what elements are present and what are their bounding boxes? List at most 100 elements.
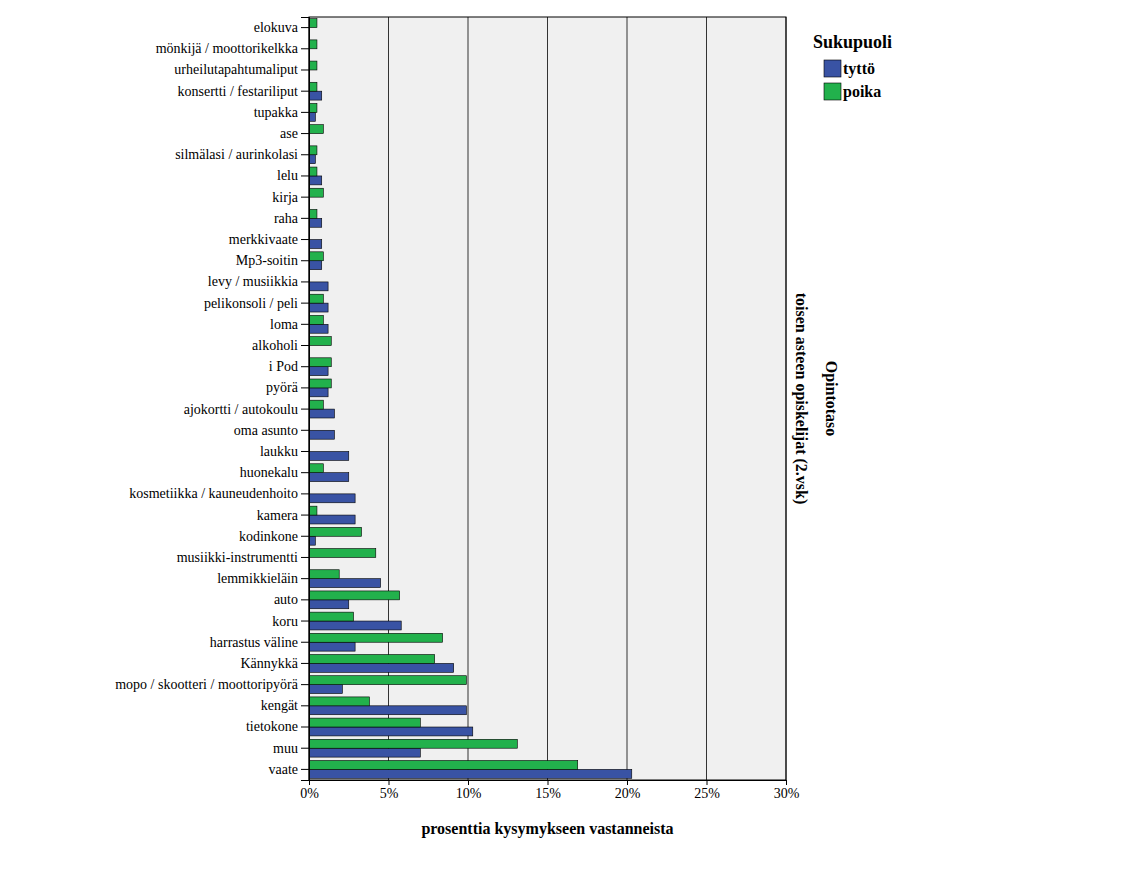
tick: alkoholi (252, 338, 309, 353)
bar (309, 494, 355, 503)
tick-label: silmälasi / aurinkolasi (175, 147, 298, 162)
tick: lelu (277, 168, 309, 183)
bar (309, 642, 355, 651)
tick: huonekalu (240, 465, 309, 480)
tick-label: 15% (535, 786, 561, 801)
tick-mark (301, 642, 309, 643)
bar (309, 430, 334, 439)
legend-swatch (824, 83, 841, 100)
tick-mark (301, 112, 309, 113)
tick-label: 5% (380, 786, 399, 801)
grid-line (706, 17, 707, 780)
tick-label: merkkivaate (229, 232, 298, 247)
bar (309, 188, 323, 197)
bar (309, 282, 328, 291)
tick-mark (301, 621, 309, 622)
bar (309, 324, 328, 333)
plot-background (309, 17, 786, 780)
tick-label: levy / musiikkia (208, 274, 299, 289)
tick-mark (301, 578, 309, 579)
tick-label: lelu (277, 168, 298, 183)
bar (309, 655, 435, 664)
tick: koru (272, 614, 309, 629)
bar (309, 697, 369, 706)
tick: 10% (456, 780, 482, 801)
tick-label: 10% (456, 786, 482, 801)
tick-label: 30% (774, 786, 800, 801)
tick-label: raha (274, 211, 299, 226)
legend-label: poika (843, 83, 881, 101)
bar (309, 261, 322, 270)
grid-line (468, 17, 469, 780)
bar (309, 718, 420, 727)
chart: 0%5%10%15%20%25%30%elokuvamönkijä / moot… (0, 0, 1134, 869)
tick: 25% (694, 780, 720, 801)
tick-label: pelikonsoli / peli (204, 296, 298, 311)
tick-label: Kännykkä (240, 656, 298, 671)
tick-label: alkoholi (252, 338, 298, 353)
tick-mark (301, 133, 309, 134)
tick-mark (389, 780, 390, 785)
tick: ajokortti / autokoulu (184, 402, 309, 417)
tick: silmälasi / aurinkolasi (175, 147, 309, 162)
legend: Sukupuolityttöpoika (813, 32, 892, 101)
tick-label: harrastus väline (210, 635, 298, 650)
tick-mark (301, 727, 309, 728)
bar (309, 176, 322, 185)
tick-label: laukku (260, 444, 298, 459)
tick-label: 25% (694, 786, 720, 801)
tick-mark (301, 48, 309, 49)
bar (309, 252, 323, 261)
tick-mark (301, 154, 309, 155)
tick: raha (274, 211, 309, 226)
tick: tietokone (246, 719, 309, 734)
tick-mark (301, 684, 309, 685)
bar (309, 379, 331, 388)
tick-label: vaate (268, 762, 298, 777)
tick: ase (280, 126, 309, 141)
tick: vaate (268, 762, 309, 777)
bar (309, 570, 339, 579)
tick: konsertti / festariliput (177, 84, 309, 99)
tick-label: kosmetiikka / kauneudenhoito (129, 486, 298, 501)
tick: kodinkone (239, 529, 309, 544)
legend-label: tyttö (843, 60, 875, 78)
legend-swatch (824, 60, 841, 77)
bar (309, 663, 454, 672)
tick-mark (301, 366, 309, 367)
tick-label: mönkijä / moottorikelkka (156, 41, 299, 56)
tick-label: ajokortti / autokoulu (184, 402, 298, 417)
tick-label: kengät (261, 698, 298, 713)
bar (309, 388, 328, 397)
tick-mark (548, 780, 549, 785)
bar (309, 209, 317, 218)
bar (309, 358, 331, 367)
tick-mark (301, 705, 309, 706)
bars (309, 19, 632, 779)
tick-label: 20% (615, 786, 641, 801)
tick-label: tupakka (254, 105, 299, 120)
tick-mark (301, 409, 309, 410)
tick: mopo / skootteri / moottoripyörä (115, 677, 309, 692)
tick-mark (301, 748, 309, 749)
bar (309, 409, 334, 418)
bar (309, 676, 466, 685)
tick-label: pyörä (266, 380, 299, 395)
tick-mark (301, 387, 309, 388)
tick-mark (301, 303, 309, 304)
bar (309, 103, 317, 112)
bar (309, 515, 355, 524)
axis-line (301, 18, 310, 781)
tick-mark (301, 91, 309, 92)
bar (309, 579, 381, 588)
bar (309, 218, 322, 227)
bar (309, 727, 473, 736)
tick-mark (301, 324, 309, 325)
tick: kosmetiikka / kauneudenhoito (129, 486, 309, 501)
bar (309, 91, 322, 100)
tick-mark (301, 218, 309, 219)
bar (309, 464, 323, 473)
tick: 15% (535, 780, 561, 801)
tick-label: muu (273, 741, 298, 756)
tick: i Pod (269, 359, 309, 374)
